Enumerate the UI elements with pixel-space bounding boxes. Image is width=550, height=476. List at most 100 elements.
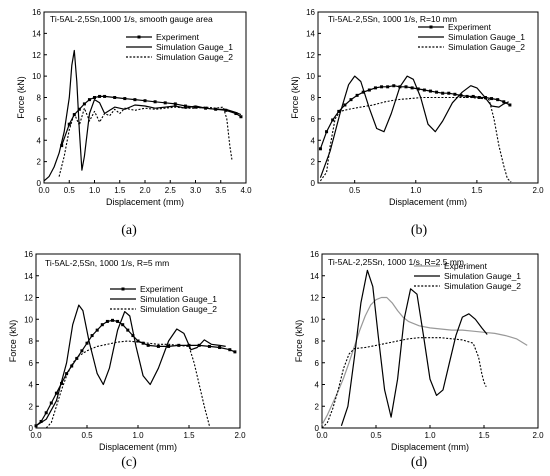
x-tick-label: 3.0 [190,186,202,195]
data-point-marker [34,424,38,428]
data-point-marker [167,344,171,348]
y-tick-label: 0 [311,179,316,188]
data-point-marker [95,328,99,332]
data-point-marker [502,100,506,104]
x-tick-label: 2.0 [234,431,246,440]
data-point-marker [508,103,512,107]
y-tick-label: 14 [310,272,319,281]
legend-entry-1: Experiment [140,284,184,294]
data-point-marker [131,334,135,338]
data-point-marker [416,87,420,91]
x-tick-label: 1.5 [183,431,195,440]
data-point-marker [123,97,127,101]
legend-entry-2: Simulation Gauge_1 [140,294,217,304]
series-line-3 [45,340,210,429]
data-point-marker [410,86,414,90]
data-point-marker [361,90,365,94]
data-point-marker [453,92,457,96]
y-tick-label: 12 [306,51,315,60]
data-point-marker [65,372,69,376]
chart-panel-2: 0 2 4 6 8 10 12 14 16 0.5 1.0 1.5 2.0 Displacement (m… [290,8,544,238]
y-tick-label: 2 [315,402,320,411]
x-tick-label: 2.0 [532,431,544,440]
legend-marker [429,25,433,29]
data-point-marker [331,118,335,122]
y-tick-label: 4 [29,381,34,390]
legend-entry-3: Simulation Gauge_2 [140,304,217,314]
panel-caption: (d) [411,455,428,470]
data-point-marker [441,91,445,95]
y-axis-label: Force (kN) [294,320,304,363]
data-point-marker [218,346,222,350]
x-tick-label: 3.5 [215,186,227,195]
data-point-marker [325,130,329,134]
y-tick-label: 6 [315,359,320,368]
chart-panel-1: 0 2 4 6 8 10 12 14 16 0.0 0.5 1.0 1.5 2.0 2.5 3.0 3.5 4.0… [16,8,252,238]
y-tick-label: 10 [310,315,319,324]
data-point-marker [143,99,147,103]
y-tick-label: 8 [311,94,316,103]
y-tick-label: 0 [29,424,34,433]
y-tick-label: 4 [311,136,316,145]
data-point-marker [177,343,181,347]
data-point-marker [116,319,120,323]
y-axis-label: Force (kN) [8,320,18,363]
data-point-marker [233,350,237,354]
data-point-marker [133,98,137,102]
y-tick-label: 12 [310,294,319,303]
data-point-marker [343,103,347,107]
data-point-marker [85,341,89,345]
data-point-marker [44,411,48,415]
data-point-marker [471,94,475,98]
data-point-marker [113,96,117,99]
data-point-marker [428,89,432,93]
data-point-marker [367,88,371,92]
y-tick-label: 0 [315,424,320,433]
data-point-marker [77,107,81,111]
data-point-marker [337,109,341,113]
x-tick-label: 1.0 [424,431,436,440]
y-tick-label: 0 [37,179,42,188]
data-point-marker [435,90,439,94]
data-point-marker [228,348,232,352]
y-tick-label: 10 [24,315,33,324]
data-point-marker [386,85,390,89]
data-point-marker [49,401,53,405]
legend-entry-2: Simulation Gauge_1 [156,42,233,52]
x-tick-label: 0.0 [38,186,50,195]
data-point-marker [373,86,377,90]
legend-entry-1: Experiment [444,261,488,271]
data-point-marker [349,98,353,102]
y-tick-label: 8 [315,337,320,346]
x-tick-label: 2.5 [165,186,177,195]
x-tick-label: 1.5 [478,431,490,440]
y-tick-label: 4 [37,136,42,145]
data-point-marker [490,97,494,101]
series-line-1 [35,319,236,427]
legend-entry-3: Simulation Gauge_2 [448,42,525,52]
series-line-1 [321,296,528,425]
data-point-marker [239,115,243,119]
data-point-marker [355,93,359,97]
series-line-3 [58,106,233,177]
y-tick-label: 6 [37,115,42,124]
x-axis-label: Displacement (mm) [389,197,467,207]
y-tick-label: 16 [310,250,319,259]
data-point-marker [93,96,96,99]
series-line-2 [43,49,242,182]
legend-entry-1: Experiment [156,32,200,42]
data-point-marker [156,344,160,348]
data-point-marker [39,419,43,423]
data-point-marker [126,328,130,332]
data-point-marker [477,96,481,99]
legend-marker [137,35,141,39]
x-tick-label: 1.0 [89,186,101,195]
x-tick-label: 2.0 [532,186,544,195]
panel-title: Ti-5AL-2,5Sn, 1000 1/s, R=5 mm [45,258,169,268]
y-tick-label: 6 [311,115,316,124]
data-point-marker [111,318,114,322]
